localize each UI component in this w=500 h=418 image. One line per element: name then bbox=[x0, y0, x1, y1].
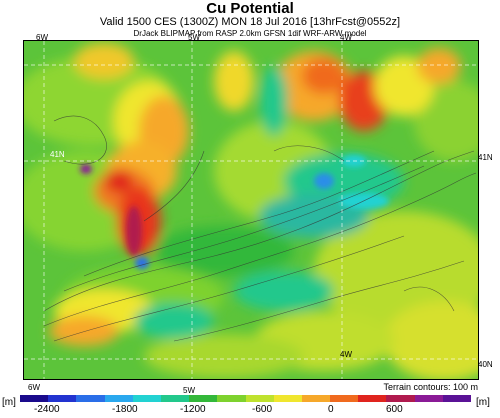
legend-tick: -1800 bbox=[112, 404, 138, 415]
legend-tick: 0 bbox=[328, 404, 334, 415]
lon-label-bottom-6w: 6W bbox=[28, 383, 40, 392]
valid-time-line: Valid 1500 CES (1300Z) MON 18 Jul 2016 [… bbox=[99, 16, 401, 28]
legend-color-swatch bbox=[358, 395, 387, 402]
map-title: Cu Potential bbox=[206, 0, 294, 17]
lon-label-inner-4w: 4W bbox=[340, 350, 352, 359]
lat-label-right-41n: 41N bbox=[478, 153, 493, 162]
legend-unit-right: [m] bbox=[476, 397, 490, 408]
legend-color-swatch bbox=[330, 395, 359, 402]
legend-color-swatch bbox=[160, 395, 190, 402]
legend-tick: -600 bbox=[252, 404, 273, 415]
legend-color-swatch bbox=[76, 395, 105, 402]
terrain-contours-note: Terrain contours: 100 m bbox=[383, 382, 478, 392]
legend-color-swatch bbox=[301, 395, 331, 402]
legend-color-swatch bbox=[48, 395, 77, 402]
lon-label-bottom-5w: 5W bbox=[183, 386, 195, 395]
legend-color-swatch bbox=[386, 395, 415, 402]
legend-color-swatch bbox=[20, 395, 49, 402]
legend-color-swatch bbox=[217, 395, 246, 402]
legend-tick: -1200 bbox=[180, 404, 206, 415]
lon-label-top-6w: 6W bbox=[36, 33, 48, 42]
legend-color-swatch bbox=[245, 395, 274, 402]
model-info-line: DrJack BLIPMAP from RASP 2.0km GFSN 1dif… bbox=[133, 29, 367, 38]
legend-color-swatch bbox=[442, 395, 471, 402]
lon-label-top-4w: 4W bbox=[340, 33, 352, 42]
map-panel bbox=[23, 40, 479, 380]
lat-label-left-41n: 41N bbox=[50, 150, 65, 159]
legend-color-swatch bbox=[273, 395, 302, 402]
legend-unit-left: [m] bbox=[2, 397, 16, 408]
legend-color-swatch bbox=[104, 395, 133, 402]
legend-tick: 600 bbox=[386, 404, 403, 415]
lat-label-right-40n: 40N bbox=[478, 360, 493, 369]
cu-potential-field bbox=[24, 41, 478, 379]
color-scale-bar bbox=[20, 395, 471, 402]
legend-color-swatch bbox=[414, 395, 443, 402]
legend-tick: -2400 bbox=[34, 404, 60, 415]
lon-label-top-5w: 5W bbox=[188, 33, 200, 42]
legend-color-swatch bbox=[132, 395, 161, 402]
legend-color-swatch bbox=[189, 395, 218, 402]
